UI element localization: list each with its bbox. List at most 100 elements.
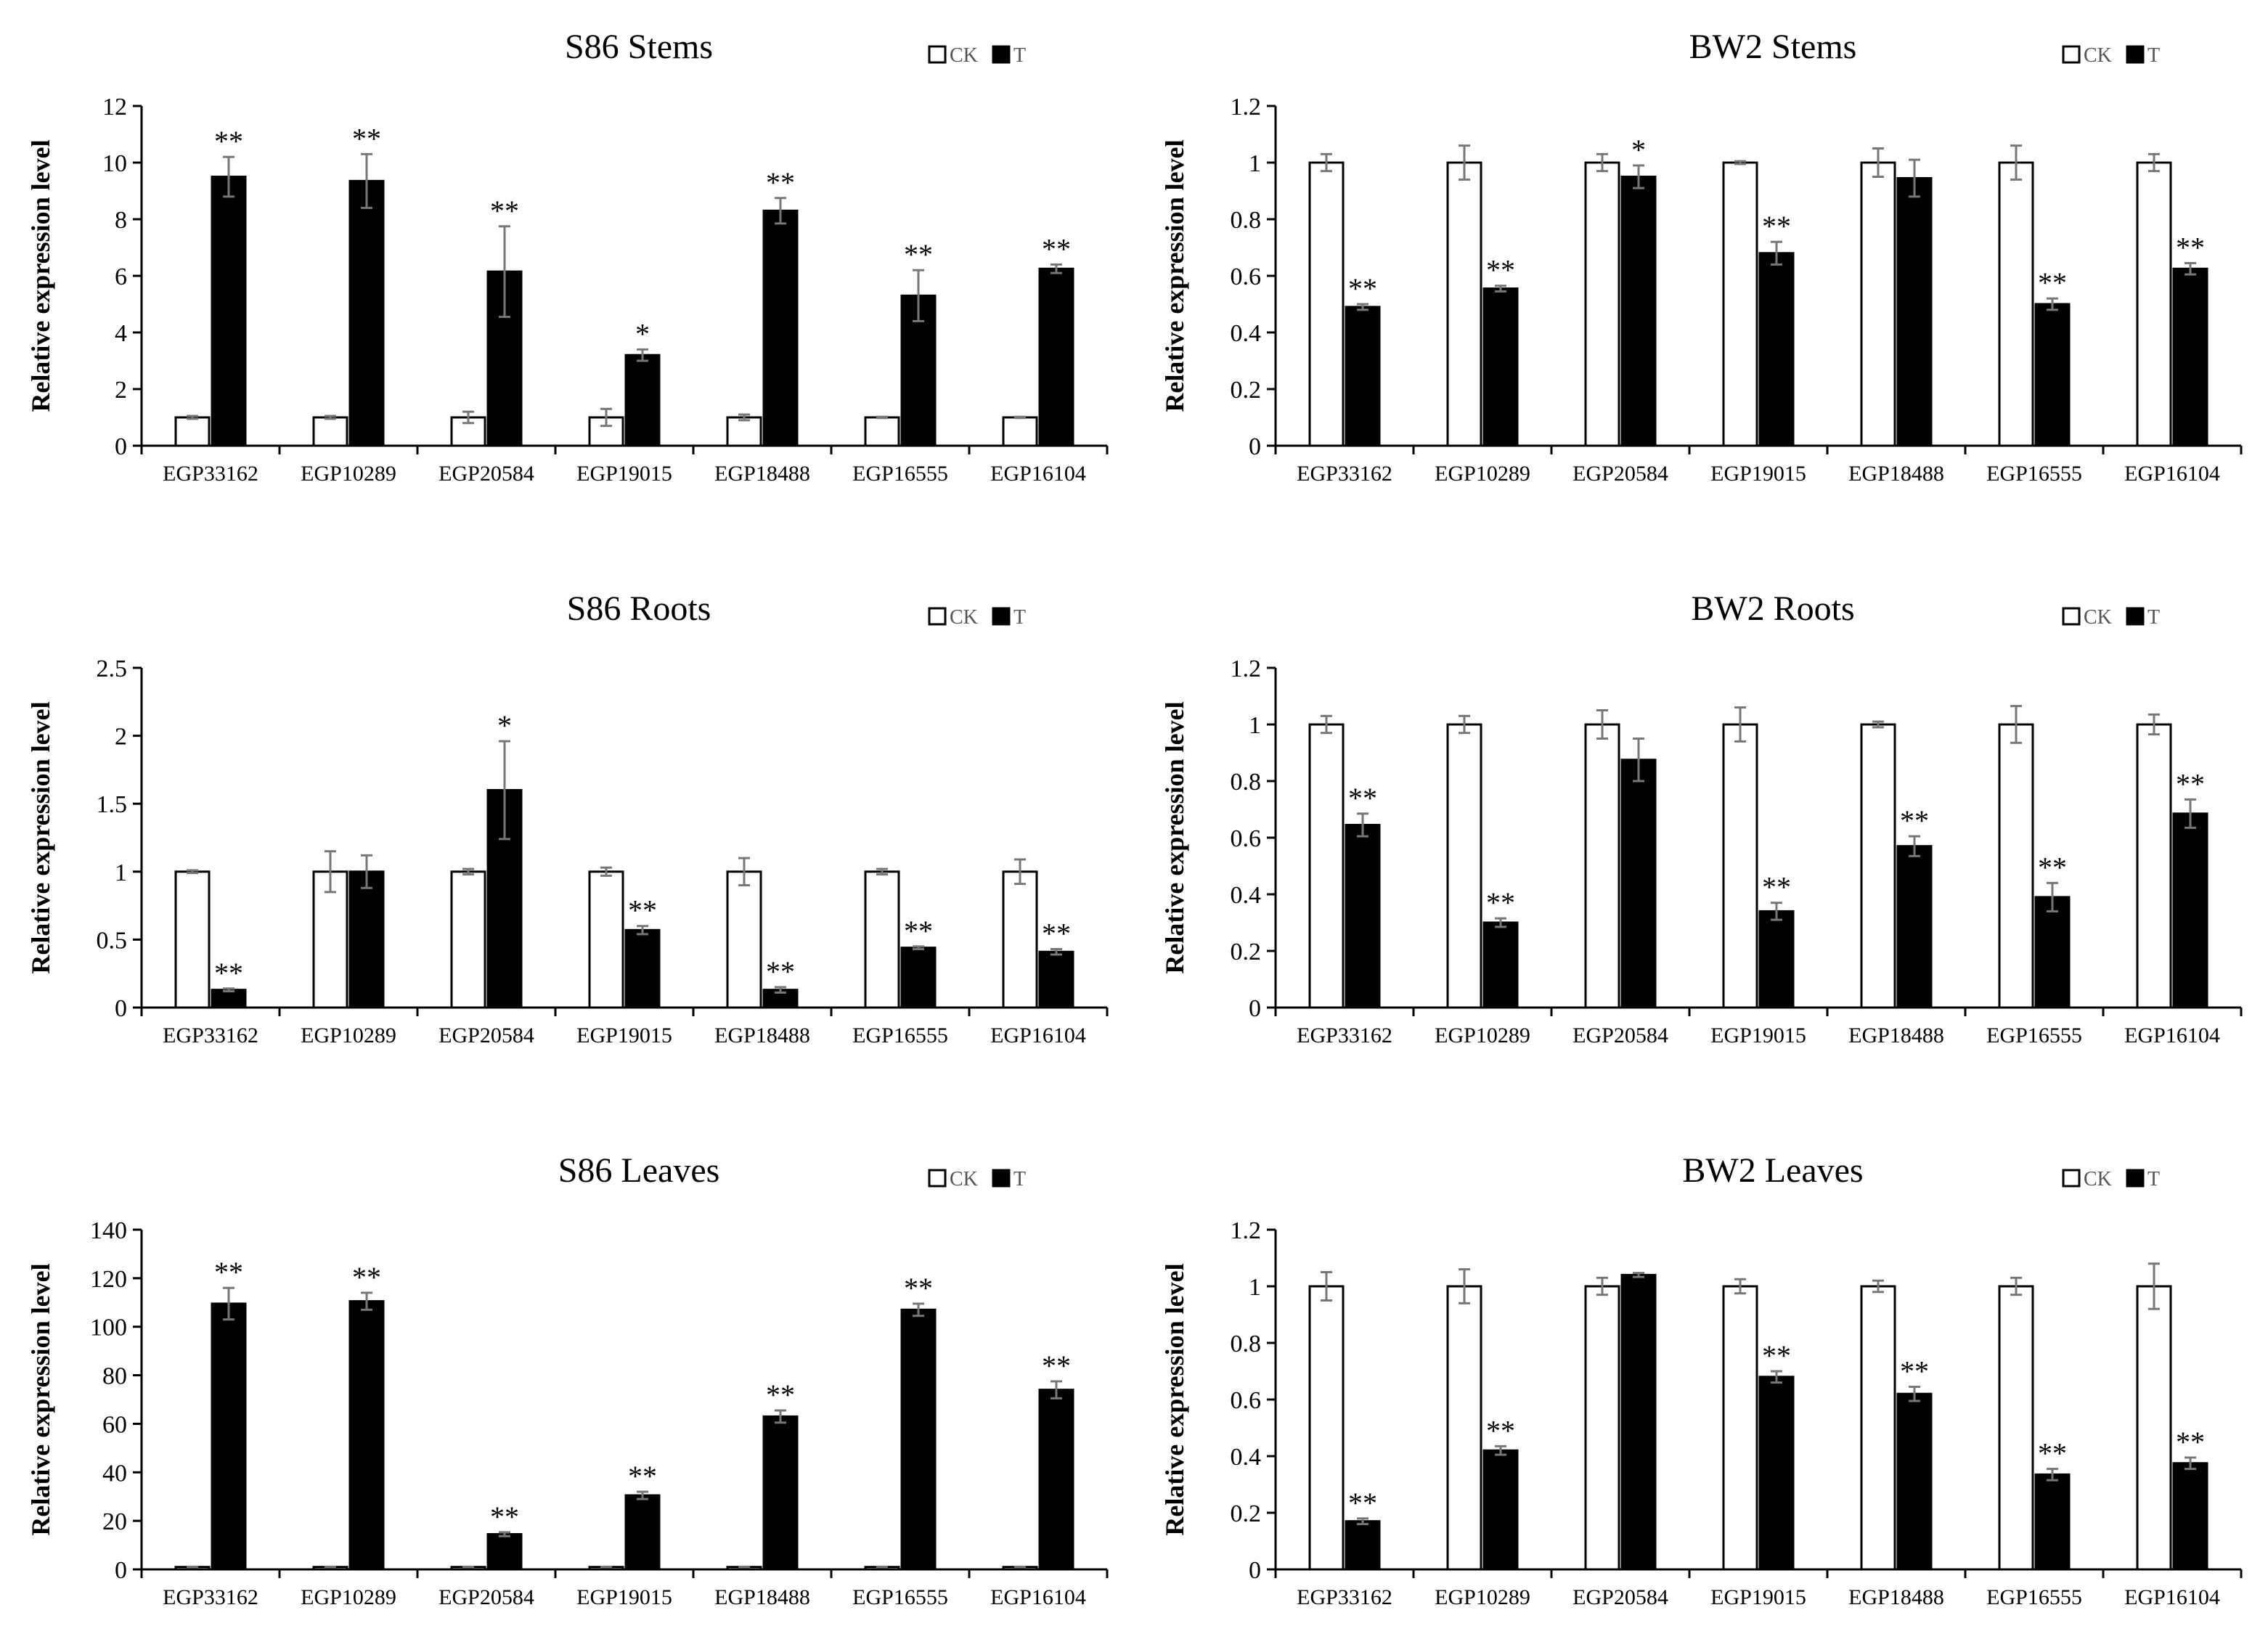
bar-ck: [174, 416, 211, 447]
category-label: EGP33162: [163, 1024, 258, 1047]
legend-swatch-t: [992, 607, 1011, 626]
significance-marker: **: [628, 894, 657, 927]
bar-ck: [2136, 161, 2172, 447]
bar-t: [1482, 921, 1519, 1009]
bar-ck: [1998, 161, 2034, 447]
significance-marker: *: [497, 709, 512, 742]
bar-t: [624, 928, 661, 1009]
y-tick-label: 1.5: [97, 791, 128, 818]
bar-t: [2034, 303, 2071, 447]
bar-ck: [1584, 1285, 1620, 1571]
y-tick-label: 0.2: [1231, 377, 1262, 404]
legend-label-ck: CK: [950, 44, 978, 67]
significance-marker: **: [2176, 231, 2205, 264]
legend-label-t: T: [1013, 44, 1026, 67]
significance-marker: **: [1762, 210, 1791, 242]
bar-ck: [864, 416, 900, 447]
legend-label-ck: CK: [950, 1168, 978, 1190]
category-label: EGP16104: [2124, 1585, 2220, 1609]
bar-t: [1482, 287, 1519, 447]
y-tick-label: 60: [102, 1411, 127, 1438]
bar-ck: [1584, 161, 1620, 447]
bar-t: [1758, 1376, 1795, 1571]
y-tick-label: 0.6: [1231, 1387, 1262, 1414]
legend-label-t: T: [2147, 1168, 2160, 1190]
bar-t: [1758, 910, 1795, 1009]
y-tick-label: 0.4: [1231, 320, 1262, 347]
y-tick-label: 0.2: [1231, 1500, 1262, 1527]
significance-marker: **: [1900, 804, 1929, 837]
legend-swatch-t: [992, 45, 1011, 64]
legend-swatch-t: [2126, 607, 2145, 626]
significance-marker: *: [635, 317, 650, 350]
y-tick-label: 140: [90, 1217, 127, 1244]
bar-ck: [2136, 1285, 2172, 1571]
bar-t: [1896, 176, 1933, 447]
bar-t: [1482, 1449, 1519, 1571]
category-label: EGP16104: [990, 462, 1086, 486]
bar-t: [348, 870, 385, 1009]
bar-ck: [1584, 723, 1620, 1009]
bar-t: [2034, 1473, 2071, 1571]
category-label: EGP20584: [438, 462, 534, 486]
category-label: EGP10289: [1435, 462, 1530, 486]
y-tick-label: 1.2: [1231, 1217, 1262, 1244]
y-tick-label: 10: [102, 150, 127, 177]
y-tick-label: 1.2: [1231, 94, 1262, 120]
legend-swatch-ck: [2062, 1169, 2081, 1188]
category-label: EGP16104: [2124, 1024, 2220, 1047]
bar-t: [1345, 823, 1381, 1009]
category-label: EGP18488: [714, 1024, 810, 1047]
legend-label-t: T: [1013, 606, 1026, 629]
chart-title: BW2 Roots: [1691, 589, 1854, 628]
legend-label-t: T: [2147, 44, 2160, 67]
category-label: EGP19015: [1710, 1024, 1806, 1047]
bar-ck: [1308, 161, 1345, 447]
legend-label-ck: CK: [950, 606, 978, 629]
legend-label-ck: CK: [2084, 44, 2112, 67]
y-tick-label: 0.6: [1231, 264, 1262, 290]
chart-panel: S86 Leaves CK T Relative expression level 0 2…: [26, 1151, 1109, 1609]
bar-ck: [1860, 723, 1896, 1009]
bar-t: [211, 1302, 247, 1571]
y-tick-label: 0.6: [1231, 825, 1262, 852]
significance-marker: **: [1762, 1339, 1791, 1372]
significance-marker: **: [904, 238, 933, 271]
legend-label-ck: CK: [2084, 606, 2112, 629]
category-label: EGP20584: [438, 1585, 534, 1609]
bar-t: [1896, 845, 1933, 1009]
y-tick-label: 120: [90, 1266, 127, 1293]
significance-marker: **: [904, 1272, 933, 1304]
category-label: EGP10289: [301, 462, 396, 486]
y-tick-label: 2: [115, 377, 127, 404]
category-label: EGP16555: [852, 462, 948, 486]
significance-marker: **: [1900, 1355, 1929, 1387]
category-label: EGP18488: [714, 462, 810, 486]
bar-t: [2172, 267, 2208, 447]
significance-marker: **: [2038, 851, 2067, 883]
category-label: EGP16555: [1986, 1585, 2082, 1609]
significance-marker: **: [904, 915, 933, 947]
significance-marker: **: [1042, 232, 1071, 265]
y-axis-label: Relative expression level: [1160, 139, 1189, 412]
y-tick-label: 0.5: [97, 927, 128, 954]
chart-panel: BW2 Roots CK T Relative expression level 0 0.…: [1160, 589, 2243, 1047]
category-label: EGP19015: [1710, 462, 1806, 486]
significance-marker: **: [1762, 871, 1791, 904]
y-tick-label: 1: [1249, 1274, 1261, 1301]
significance-marker: **: [490, 195, 519, 227]
bar-ck: [588, 870, 624, 1009]
category-label: EGP18488: [1848, 1024, 1944, 1047]
bar-t: [1345, 306, 1381, 447]
significance-marker: **: [1042, 918, 1071, 950]
bar-ck: [864, 870, 900, 1009]
significance-marker: **: [1348, 782, 1377, 814]
significance-marker: **: [1486, 254, 1515, 287]
bar-t: [1038, 1389, 1074, 1571]
chart-panel: BW2 Leaves CK T Relative expression level 0 0…: [1160, 1151, 2243, 1609]
legend-swatch-ck: [2062, 607, 2081, 626]
y-tick-label: 40: [102, 1460, 127, 1487]
y-tick-label: 20: [102, 1508, 127, 1535]
category-label: EGP16555: [852, 1024, 948, 1047]
